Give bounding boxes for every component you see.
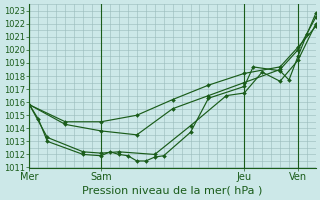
- X-axis label: Pression niveau de la mer( hPa ): Pression niveau de la mer( hPa ): [83, 186, 263, 196]
